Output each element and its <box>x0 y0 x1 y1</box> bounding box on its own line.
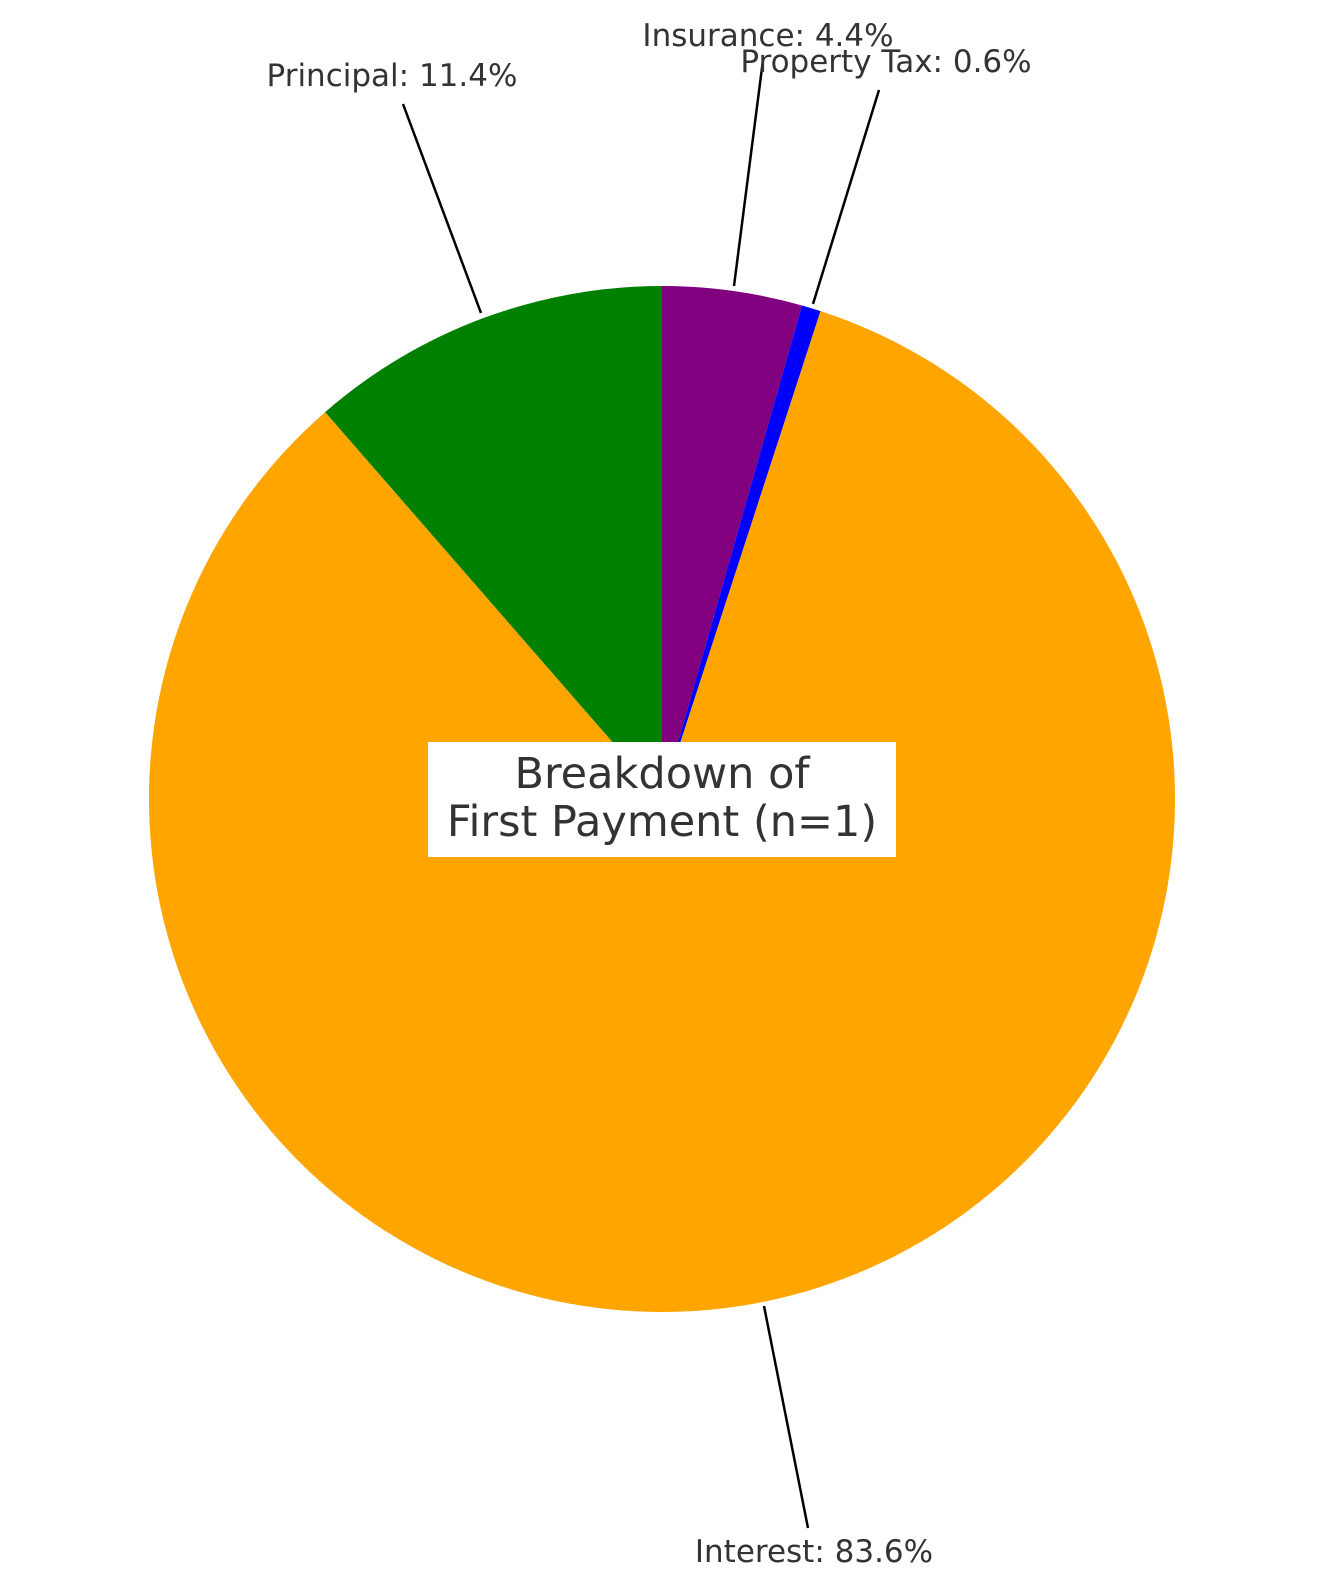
label-interest: Interest: 83.6% <box>695 1534 933 1570</box>
title-line-2: First Payment (n=1) <box>447 797 877 847</box>
leader-line-insurance <box>734 60 763 286</box>
label-property-tax: Property Tax: 0.6% <box>740 44 1031 80</box>
leader-line-principal <box>403 104 481 313</box>
label-principal: Principal: 11.4% <box>267 58 518 94</box>
leader-line-property-tax <box>813 90 879 304</box>
leader-line-interest <box>764 1306 808 1528</box>
title-line-1: Breakdown of <box>514 749 810 799</box>
chart-title: Breakdown of First Payment (n=1) <box>428 742 896 857</box>
